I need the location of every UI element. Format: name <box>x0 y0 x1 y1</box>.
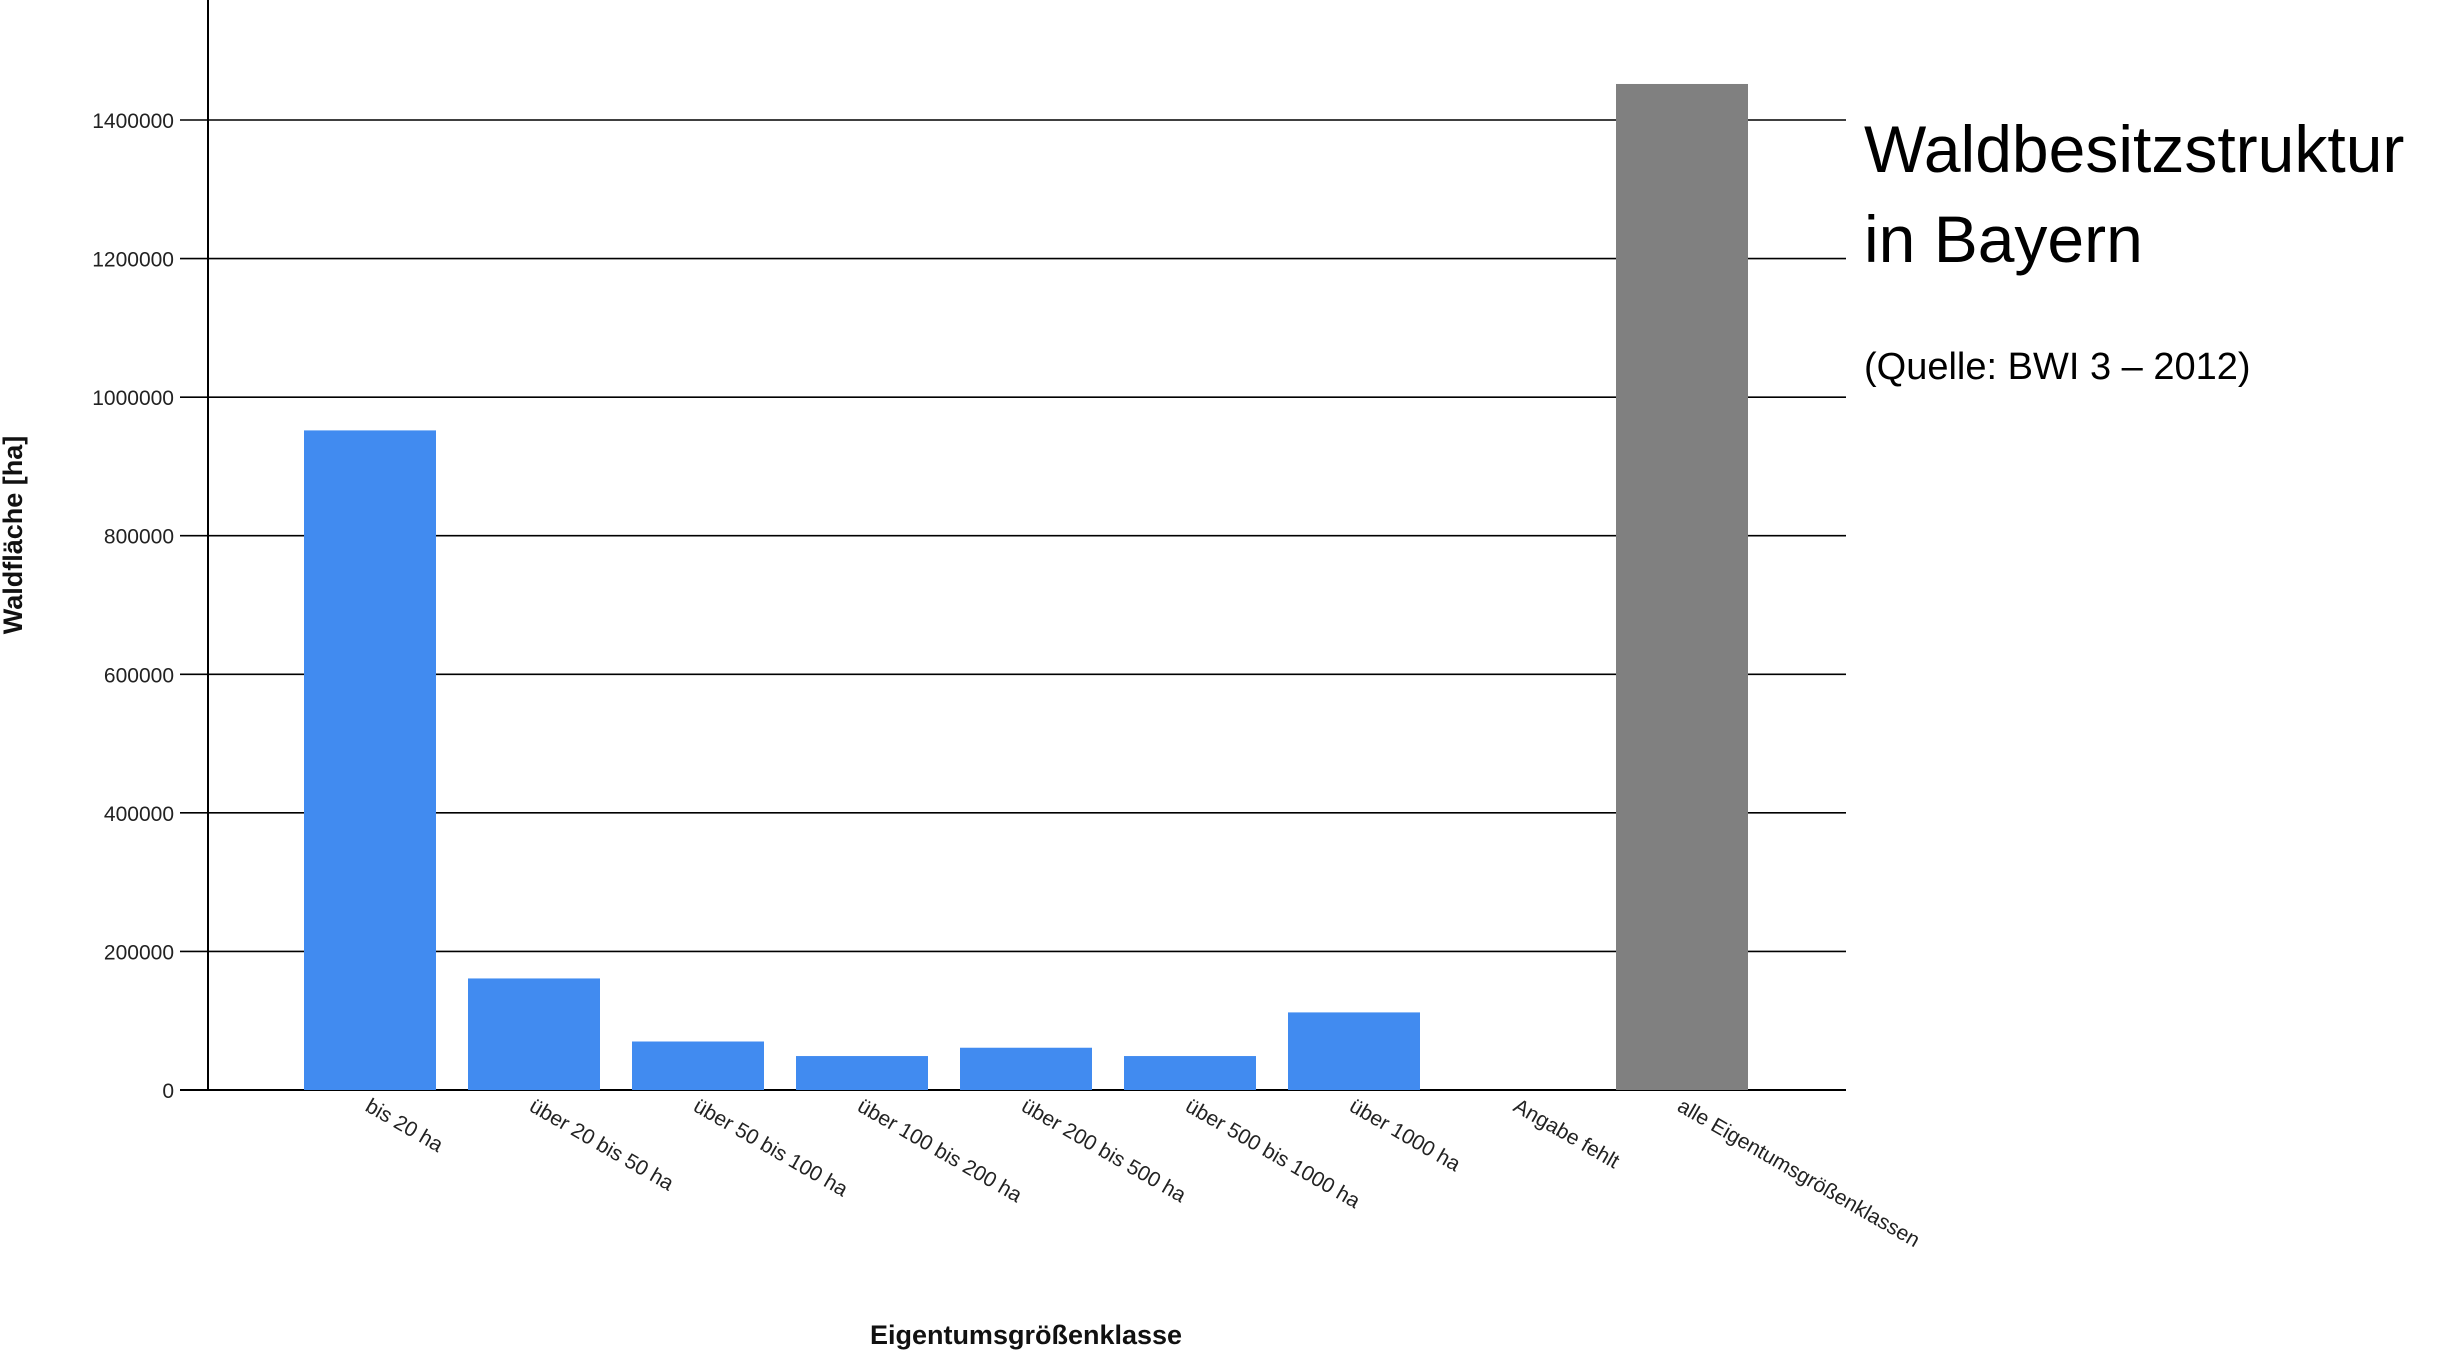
x-axis-category-labels: bis 20 ha über 20 bis 50 ha über 50 bis 10… <box>362 1094 1924 1252</box>
y-axis-ticks: 0 200000 400000 600000 800000 1000000 1200000 1… <box>92 110 174 1103</box>
x-tick-label: alle Eigentumsgrößenklassen <box>1674 1094 1924 1252</box>
y-tick-label: 1000000 <box>92 387 174 410</box>
bars <box>304 83 1748 1090</box>
source-note: (Quelle: BWI 3 – 2012) <box>1864 346 2251 388</box>
x-tick-label: über 50 bis 100 ha <box>690 1094 852 1201</box>
x-tick-label: über 500 bis 1000 ha <box>1182 1094 1365 1213</box>
bar <box>796 1056 928 1090</box>
y-tick-label: 1200000 <box>92 249 174 272</box>
side-title-line1: Waldbesitzstruktur <box>1864 112 2405 186</box>
x-axis-title: Eigentumsgrößenklasse <box>870 1320 1182 1350</box>
x-tick-label: Angabe fehlt <box>1510 1094 1624 1173</box>
x-tick-label: über 100 bis 200 ha <box>854 1094 1027 1207</box>
y-tick-label: 1400000 <box>92 110 174 133</box>
y-tick-label: 0 <box>162 1080 174 1103</box>
bar <box>1288 1012 1420 1090</box>
gridlines <box>180 119 1846 1091</box>
y-tick-label: 600000 <box>104 664 174 687</box>
x-tick-label: bis 20 ha <box>362 1094 448 1157</box>
y-tick-label: 800000 <box>104 526 174 549</box>
bar <box>468 978 600 1090</box>
bar <box>1124 1056 1256 1090</box>
bar <box>1616 83 1748 1090</box>
side-title: Waldbesitzstruktur in Bayern <box>1864 104 2424 284</box>
y-axis-title: Waldfläche [ha] <box>0 436 28 635</box>
bar <box>632 1041 764 1090</box>
x-tick-label: über 1000 ha <box>1346 1094 1465 1176</box>
y-tick-label: 400000 <box>104 803 174 826</box>
bar <box>960 1047 1092 1090</box>
bar <box>304 430 436 1090</box>
x-tick-label: über 200 bis 500 ha <box>1018 1094 1191 1207</box>
x-tick-label: über 20 bis 50 ha <box>526 1094 678 1195</box>
side-title-line2: in Bayern <box>1864 202 2143 276</box>
y-tick-label: 200000 <box>104 941 174 964</box>
